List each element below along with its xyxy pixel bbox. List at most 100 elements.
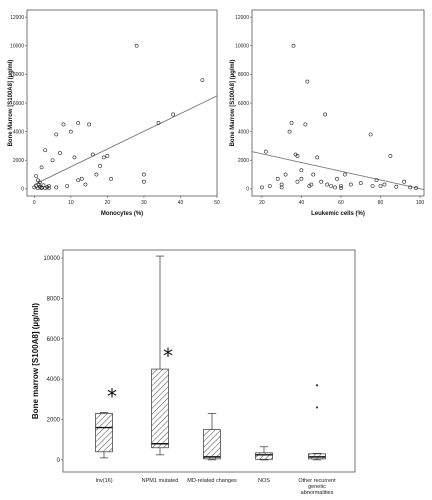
data-point	[43, 186, 48, 191]
data-point	[109, 176, 113, 181]
box-5	[308, 384, 326, 461]
data-point	[37, 180, 42, 185]
extreme-marker: *	[107, 384, 117, 408]
data-point	[287, 129, 292, 134]
y-tick-label: 2000	[238, 158, 249, 164]
data-point	[76, 121, 81, 125]
y-tick-label: 8000	[13, 72, 24, 78]
data-point	[105, 154, 110, 158]
x-tick-label: 20	[105, 200, 111, 206]
trend-line	[34, 95, 217, 185]
y-tick-label: 10000	[43, 256, 60, 262]
data-point	[39, 186, 44, 191]
x-tick-label: 20	[259, 200, 265, 206]
data-point	[76, 178, 81, 183]
data-point	[414, 186, 418, 191]
data-point	[142, 179, 146, 184]
data-point	[339, 184, 343, 188]
data-point	[299, 168, 304, 173]
plot-frame	[26, 9, 218, 197]
category-label: NPM1 mutated	[142, 478, 179, 484]
data-point	[54, 132, 59, 137]
data-point	[200, 78, 205, 83]
category-label: NOS	[258, 478, 270, 484]
y-tick-label: 4000	[13, 129, 24, 135]
box-1: *	[95, 384, 117, 459]
data-point	[134, 43, 139, 48]
data-point	[370, 184, 375, 188]
data-point	[39, 165, 44, 170]
data-point	[98, 164, 102, 168]
data-point	[65, 184, 70, 188]
y-tick-label: 8000	[47, 296, 61, 302]
data-point	[90, 152, 95, 157]
x-tick-label: 50	[214, 200, 220, 206]
y-tick-label: 12000	[235, 15, 249, 21]
y-tick-label: 6000	[13, 101, 24, 107]
data-point	[394, 184, 399, 189]
data-point	[299, 176, 304, 181]
x-tick-label: 10	[68, 200, 74, 206]
data-point	[259, 185, 264, 190]
data-point	[50, 158, 55, 163]
data-point	[47, 186, 51, 191]
scatter-chart-2: 0 2000 4000 6000 8000 10000 12000 20 40 60 80 100 Le…	[230, 9, 425, 217]
y-tick-label: 12000	[10, 15, 24, 21]
data-point	[303, 122, 308, 127]
data-point	[61, 122, 66, 127]
data-point	[348, 182, 353, 187]
data-point	[156, 121, 161, 125]
y-tick-label: 8000	[238, 72, 249, 78]
box-4	[255, 446, 273, 461]
data-point	[343, 172, 347, 177]
x-tick-label: 30	[141, 200, 147, 206]
data-point	[283, 172, 288, 177]
extreme-marker: *	[163, 344, 173, 368]
category-label: Inv(16)	[95, 478, 112, 484]
data-point	[94, 172, 99, 177]
data-point	[388, 154, 393, 158]
data-point	[309, 182, 314, 187]
data-point	[142, 172, 146, 177]
y-tick-label: 6000	[238, 101, 249, 107]
data-point	[329, 184, 333, 188]
data-point	[325, 182, 330, 187]
data-point	[101, 155, 106, 160]
data-point	[402, 179, 407, 184]
y-tick-label: 4000	[47, 377, 61, 383]
data-point	[34, 174, 39, 178]
data-point	[305, 79, 310, 84]
data-point	[323, 112, 328, 117]
data-point	[267, 184, 272, 188]
data-point	[54, 185, 59, 190]
y-tick-label: 0	[246, 187, 249, 193]
plot-frame	[251, 9, 425, 197]
y-axis-label: Bone Marrow [S100A8] (µg/ml)	[230, 60, 236, 147]
category-label: MD-related changes	[187, 478, 237, 484]
outlier-point	[315, 384, 319, 387]
y-tick-label: 4000	[238, 129, 249, 135]
box-iqr	[203, 429, 221, 460]
data-point	[79, 176, 84, 181]
data-point	[72, 155, 77, 160]
data-point	[41, 183, 46, 188]
data-point	[295, 154, 300, 158]
y-tick-label: 6000	[47, 337, 61, 343]
data-point	[295, 179, 300, 184]
data-point	[57, 151, 62, 155]
x-tick-label: 0	[33, 200, 36, 206]
box-plot-chart: 0 2000 4000 6000 8000 10000 * Inv(16) * NPM1 muta…	[31, 249, 356, 496]
data-point	[382, 182, 387, 187]
data-point	[339, 186, 343, 191]
x-axis-label: Monocytes (%)	[101, 211, 143, 217]
y-axis-label: Bone Marrow [S100A8] (µg/ml)	[8, 60, 14, 147]
category-label: Other recurrent genetic abnormalities	[298, 478, 336, 496]
data-point	[408, 185, 413, 190]
box-iqr	[151, 368, 169, 449]
data-point	[333, 185, 337, 190]
x-tick-label: 40	[299, 200, 305, 206]
data-point	[43, 148, 48, 153]
data-point	[315, 155, 320, 160]
trend-line	[252, 151, 424, 191]
data-point	[279, 185, 284, 190]
